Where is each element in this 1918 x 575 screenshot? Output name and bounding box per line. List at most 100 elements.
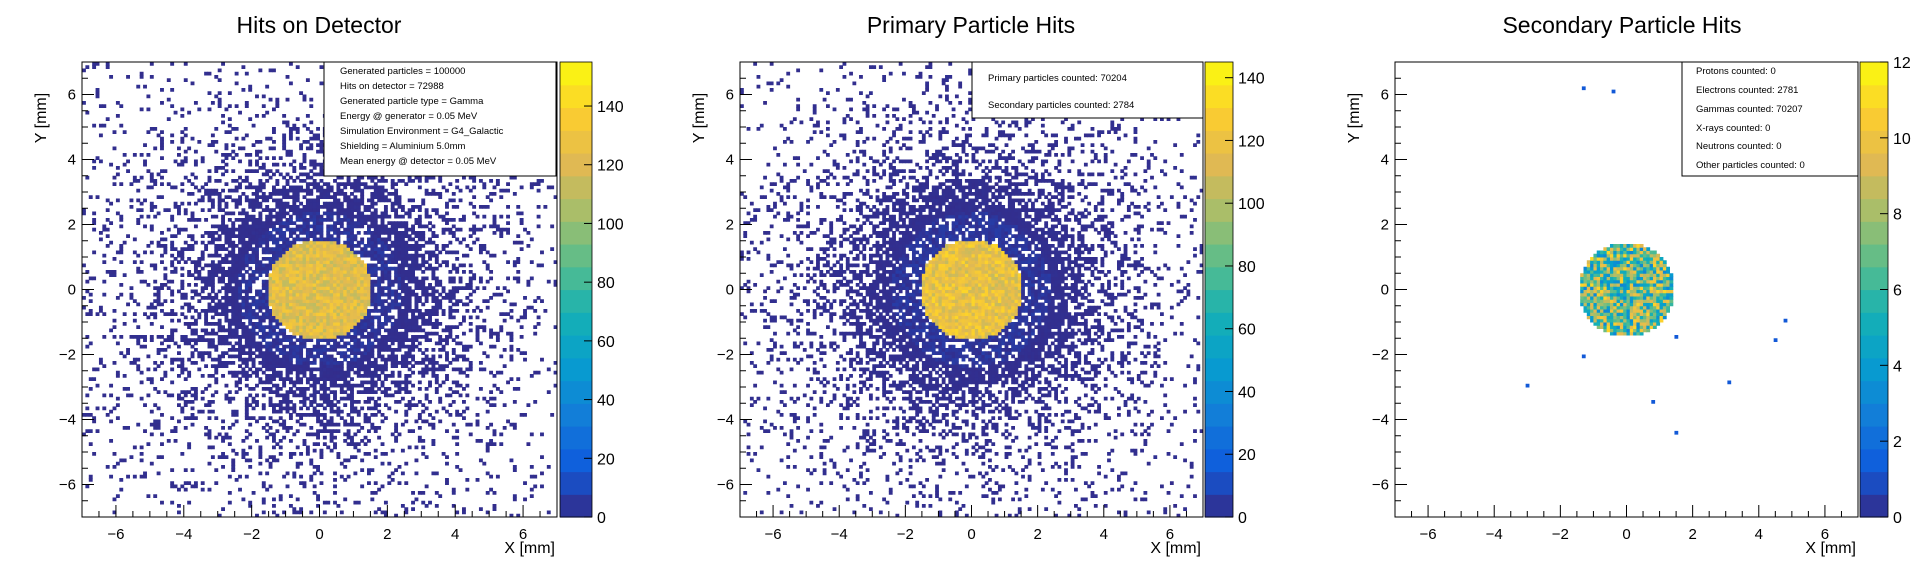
heatmap-cell <box>336 185 341 190</box>
heatmap-cell <box>373 273 378 277</box>
heatmap-cell <box>149 338 154 342</box>
heatmap-cell <box>285 266 290 271</box>
heatmap-cell <box>282 185 287 190</box>
heatmap-cell <box>207 179 212 183</box>
heatmap-cell <box>210 276 215 281</box>
heatmap-cell <box>312 406 317 411</box>
heatmap-cell <box>156 419 161 424</box>
heatmap-cell <box>302 361 307 365</box>
heatmap-cell <box>329 383 334 388</box>
heatmap-cell <box>299 344 304 349</box>
heatmap-cell <box>190 172 195 177</box>
heatmap-cell <box>326 201 331 206</box>
heatmap-cell <box>404 344 409 349</box>
heatmap-cell <box>251 276 256 281</box>
heatmap-cell <box>343 270 348 274</box>
heatmap-cell <box>268 325 273 329</box>
heatmap-cell <box>295 413 300 417</box>
heatmap-cell <box>309 136 314 141</box>
heatmap-cell <box>190 344 195 349</box>
heatmap-cell <box>316 299 320 303</box>
heatmap-cell <box>92 65 97 69</box>
heatmap-cell <box>200 286 205 290</box>
heatmap-cell <box>417 315 422 320</box>
heatmap-cell <box>373 208 378 212</box>
heatmap-cell <box>333 250 337 255</box>
heatmap-cell <box>380 211 385 216</box>
heatmap-cell <box>305 279 310 284</box>
heatmap-cell <box>302 299 307 303</box>
heatmap-cell <box>312 205 317 209</box>
heatmap-cell <box>329 205 334 209</box>
heatmap-cell <box>431 416 436 420</box>
heatmap-cell <box>180 335 185 339</box>
heatmap-cell <box>112 318 117 323</box>
heatmap-cell <box>350 286 354 290</box>
heatmap-cell <box>309 159 314 164</box>
heatmap-cell <box>424 406 429 411</box>
heatmap-cell <box>180 162 185 167</box>
heatmap-cell <box>305 237 310 242</box>
heatmap-cell <box>119 292 124 297</box>
heatmap-cell <box>210 260 215 264</box>
heatmap-cell <box>363 276 368 281</box>
heatmap-cell <box>88 387 93 391</box>
heatmap-cell <box>272 357 276 362</box>
heatmap-cell <box>295 276 300 281</box>
heatmap-cell <box>400 250 405 255</box>
heatmap-cell <box>367 237 371 242</box>
heatmap-cell <box>370 231 375 235</box>
heatmap-cell <box>312 250 317 255</box>
heatmap-cell <box>360 221 365 225</box>
heatmap-cell <box>255 270 259 274</box>
heatmap-cell <box>394 188 399 193</box>
heatmap-cell <box>272 458 276 463</box>
heatmap-cell <box>424 299 429 303</box>
heatmap-cell <box>380 335 385 339</box>
heatmap-cell <box>356 309 361 313</box>
heatmap-cell <box>329 309 334 313</box>
heatmap-cell <box>329 374 334 378</box>
heatmap-cell <box>417 185 422 190</box>
heatmap-cell <box>333 390 337 394</box>
heatmap-cell <box>343 354 348 359</box>
heatmap-cell <box>377 250 382 255</box>
heatmap-cell <box>346 195 351 199</box>
heatmap-cell <box>187 234 192 238</box>
heatmap-cell <box>231 292 236 297</box>
heatmap-cell <box>387 237 392 242</box>
heatmap-cell <box>394 318 399 323</box>
heatmap-cell <box>153 263 158 268</box>
heatmap-cell <box>278 312 283 316</box>
heatmap-cell <box>231 361 236 365</box>
heatmap-cell <box>400 279 405 284</box>
heatmap-cell <box>268 257 273 261</box>
heatmap-cell <box>265 244 270 248</box>
heatmap-cell <box>299 393 304 398</box>
heatmap-cell <box>285 224 290 229</box>
heatmap-cell <box>431 175 436 180</box>
heatmap-cell <box>282 266 287 271</box>
heatmap-cell <box>438 283 443 287</box>
heatmap-cell <box>244 198 249 203</box>
heatmap-cell <box>346 367 351 372</box>
heatmap-cell <box>329 357 334 362</box>
heatmap-cell <box>248 338 253 342</box>
heatmap-cell <box>346 250 351 255</box>
heatmap-cell <box>88 478 93 482</box>
heatmap-cell <box>112 406 117 411</box>
heatmap-cell <box>360 260 365 264</box>
heatmap-cell <box>288 62 293 66</box>
heatmap-cell <box>428 500 432 505</box>
heatmap-cell <box>275 393 280 398</box>
heatmap-cell <box>115 198 120 203</box>
heatmap-cell <box>126 75 130 79</box>
heatmap-cell <box>109 221 114 225</box>
heatmap-cell <box>187 338 192 342</box>
heatmap-cell <box>197 367 202 372</box>
heatmap-cell <box>210 409 215 414</box>
heatmap-cell <box>390 240 395 245</box>
heatmap-cell <box>356 315 361 320</box>
heatmap-cell <box>312 227 317 232</box>
heatmap-cell <box>238 302 242 307</box>
